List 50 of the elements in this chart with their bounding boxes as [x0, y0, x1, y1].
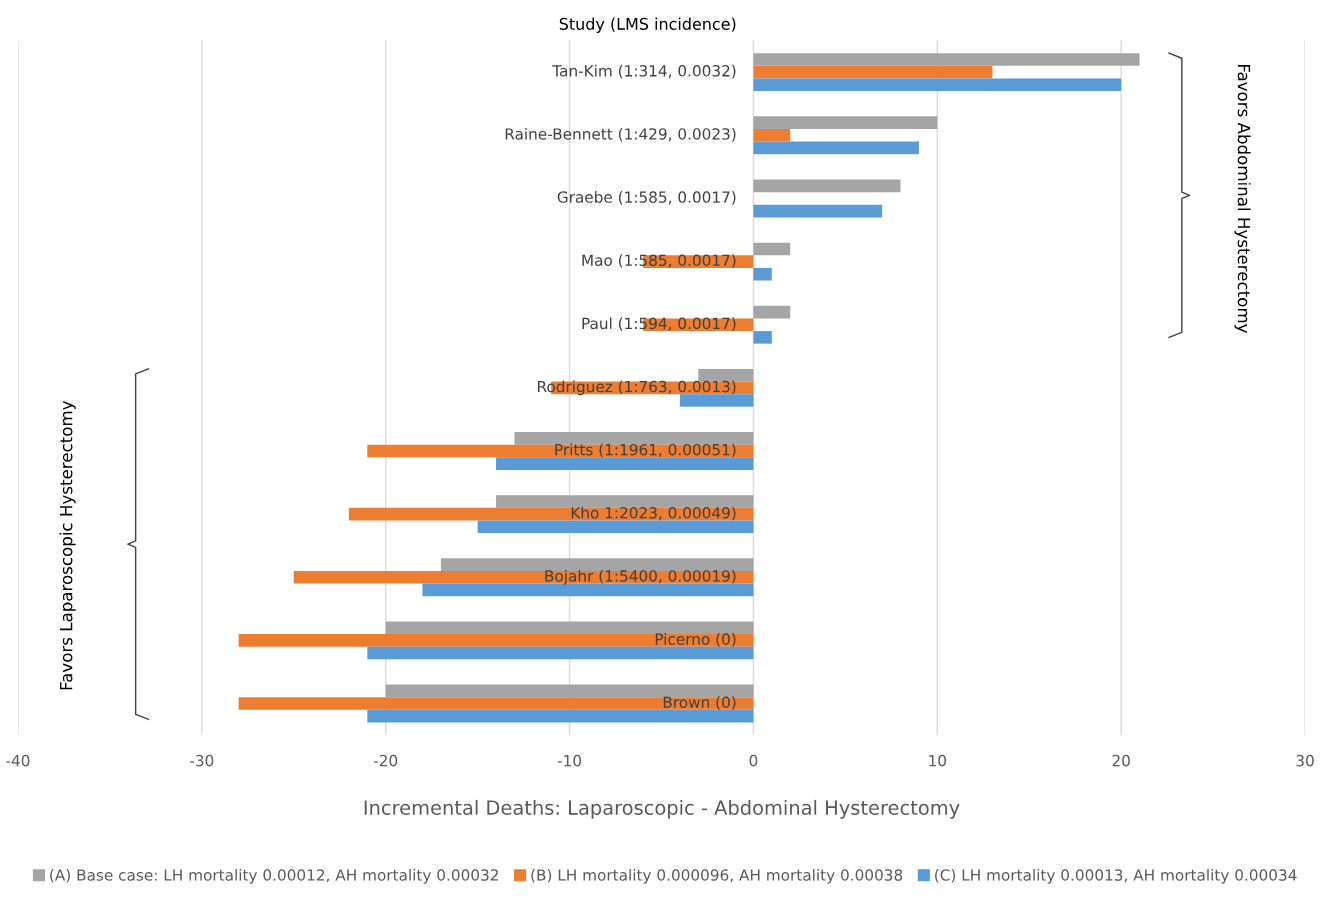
x-tick-label: -20 — [373, 754, 398, 767]
bar — [367, 646, 754, 660]
x-tick-label: 30 — [1296, 754, 1314, 767]
bar — [293, 570, 754, 584]
chart-title: Study (LMS incidence) — [559, 17, 736, 34]
legend-label: (A) Base case: LH mortality 0.00012, AH mortality 0.00032 — [50, 868, 498, 884]
x-axis-title: Incremental Deaths: Laparoscopic - Abdominal Hysterectomy — [364, 799, 960, 819]
y-tick-label: Brown (0) — [663, 696, 736, 710]
bar — [753, 204, 883, 218]
y-tick-label: Pritts (1:1961, 0.00051) — [555, 443, 736, 458]
x-tick-label: -30 — [190, 754, 214, 767]
bar — [753, 267, 772, 281]
bar — [385, 684, 754, 698]
bar — [753, 179, 901, 193]
bar — [238, 697, 754, 710]
y-tick-label: Picerno (0) — [655, 633, 736, 647]
annotation: Favors Laparoscopic Hysterectomy — [59, 400, 76, 690]
bar — [753, 305, 791, 319]
bar — [753, 116, 938, 129]
legend-label: (B) LH mortality 0.000096, AH mortality 0.00038 — [531, 868, 903, 884]
bar — [753, 53, 1140, 66]
bar — [238, 634, 754, 647]
bar — [385, 621, 754, 635]
x-tick-label: -40 — [6, 754, 30, 767]
bar — [698, 368, 754, 382]
y-tick-label: Raine-Bennett (1:429, 0.0023) — [505, 127, 736, 142]
bar — [679, 394, 754, 407]
bar — [440, 558, 754, 571]
bar — [514, 432, 754, 445]
annotation: Favors Abdominal Hysterectomy — [1234, 65, 1251, 333]
x-tick-label: -10 — [557, 754, 582, 767]
bar — [753, 242, 791, 256]
bar — [753, 141, 919, 155]
bar — [367, 709, 754, 723]
bar — [753, 331, 772, 344]
y-tick-label: Kho 1:2023, 0.00049) — [571, 506, 736, 521]
y-tick-label: Graebe (1:585, 0.0017) — [557, 191, 736, 205]
bar — [477, 520, 754, 534]
x-tick-label: 10 — [929, 754, 947, 767]
bar — [422, 583, 754, 597]
bar — [753, 65, 993, 79]
x-tick-label: 0 — [749, 754, 758, 767]
bar — [496, 457, 754, 470]
legend-label: (C) LH mortality 0.00013, AH mortality 0.00034 — [935, 868, 1297, 884]
x-tick-label: 20 — [1112, 754, 1130, 767]
y-tick-label: Tan-Kim (1:314, 0.0032) — [552, 64, 736, 79]
bar — [753, 128, 791, 142]
bar — [496, 495, 754, 508]
bar — [753, 78, 1122, 92]
y-tick-label: Bojahr (1:5400, 0.00019) — [545, 569, 736, 585]
